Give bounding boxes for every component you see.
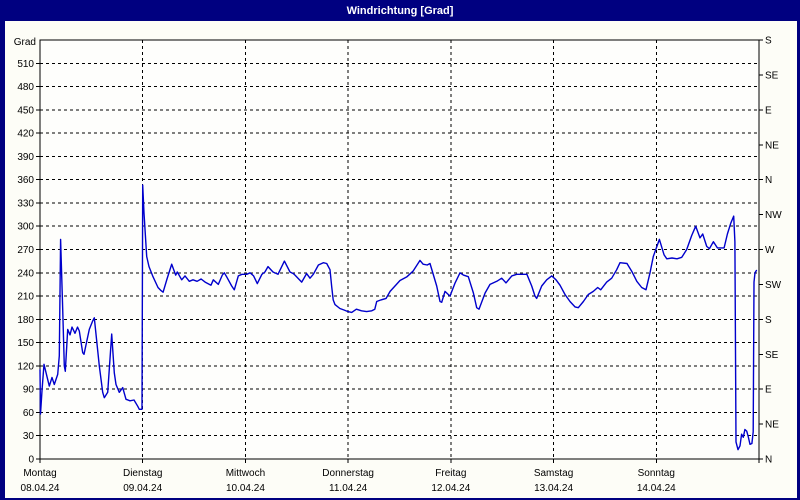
compass-tick-label: E [765, 385, 772, 396]
compass-tick-label: S [765, 315, 772, 326]
y-left-tick-label: 240 [17, 268, 34, 279]
x-day-name: Samstag [534, 468, 573, 479]
x-day-date: 12.04.24 [431, 483, 470, 494]
window-title: Windrichtung [Grad] [346, 4, 454, 17]
y-left-tick-label: 120 [17, 361, 34, 372]
wind-direction-line [39, 184, 758, 451]
y-left-tick-label: 450 [17, 105, 34, 116]
compass-tick-label: NW [765, 210, 782, 221]
y-left-tick-label: 0 [28, 455, 34, 466]
y-left-tick-label: 390 [17, 152, 34, 163]
y-left-tick-label: 480 [17, 82, 34, 93]
plot-area [39, 39, 760, 460]
y-axis-unit-label: Grad [13, 37, 36, 48]
compass-tick-label: SW [765, 280, 782, 291]
compass-tick-label: NE [765, 420, 779, 431]
x-day-date: 11.04.24 [329, 483, 368, 494]
y-left-tick-label: 360 [17, 175, 34, 186]
y-left-tick-label: 30 [23, 431, 35, 442]
y-left-tick-label: 210 [17, 292, 34, 303]
y-left-tick-label: 150 [17, 338, 34, 349]
compass-tick-label: N [765, 175, 772, 186]
x-day-name: Mittwoch [226, 468, 265, 479]
x-day-date: 09.04.24 [123, 483, 162, 494]
compass-tick-label: S [765, 36, 772, 47]
x-day-name: Dienstag [123, 468, 162, 479]
x-day-name: Montag [23, 468, 56, 479]
x-day-date: 08.04.24 [21, 483, 60, 494]
y-left-tick-label: 330 [17, 198, 34, 209]
compass-tick-label: SE [765, 70, 779, 81]
x-day-name: Freitag [435, 468, 466, 479]
y-left-tick-label: 420 [17, 129, 34, 140]
x-day-name: Sonntag [638, 468, 675, 479]
window-titlebar: Windrichtung [Grad] [0, 0, 800, 21]
compass-tick-label: N [765, 455, 772, 466]
x-day-name: Donnerstag [322, 468, 374, 479]
compass-tick-label: E [765, 105, 772, 116]
compass-tick-label: W [765, 245, 775, 256]
y-left-tick-label: 180 [17, 315, 34, 326]
x-day-date: 13.04.24 [534, 483, 573, 494]
compass-tick-label: NE [765, 140, 779, 151]
y-left-tick-label: 270 [17, 245, 34, 256]
y-left-tick-label: 300 [17, 222, 34, 233]
y-left-tick-label: 90 [23, 385, 35, 396]
y-left-tick-label: 510 [17, 59, 34, 70]
compass-tick-label: SE [765, 350, 779, 361]
x-day-date: 14.04.24 [637, 483, 676, 494]
y-left-tick-label: 60 [23, 408, 35, 419]
x-day-date: 10.04.24 [226, 483, 265, 494]
